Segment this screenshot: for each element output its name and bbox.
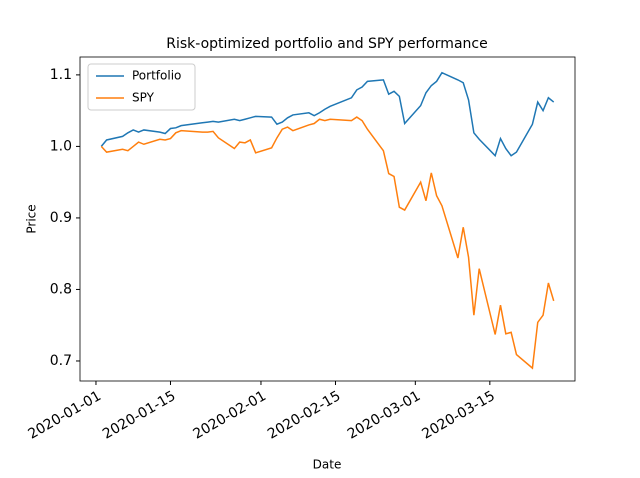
y-tick-label: 1.0	[50, 138, 72, 154]
y-tick-label: 0.8	[50, 281, 72, 297]
legend-label: Portfolio	[132, 69, 181, 83]
y-tick-label: 0.9	[50, 210, 72, 226]
legend-label: SPY	[132, 91, 155, 105]
series-line	[100, 71, 555, 158]
y-tick-label: 0.7	[50, 353, 72, 369]
y-tick-label: 1.1	[50, 67, 72, 83]
axes-frame	[79, 56, 576, 382]
chart-title: Risk-optimized portfolio and SPY perform…	[166, 36, 487, 52]
series-line	[100, 116, 555, 370]
x-axis-label: Date	[313, 458, 342, 472]
y-axis-label: Price	[25, 204, 39, 233]
